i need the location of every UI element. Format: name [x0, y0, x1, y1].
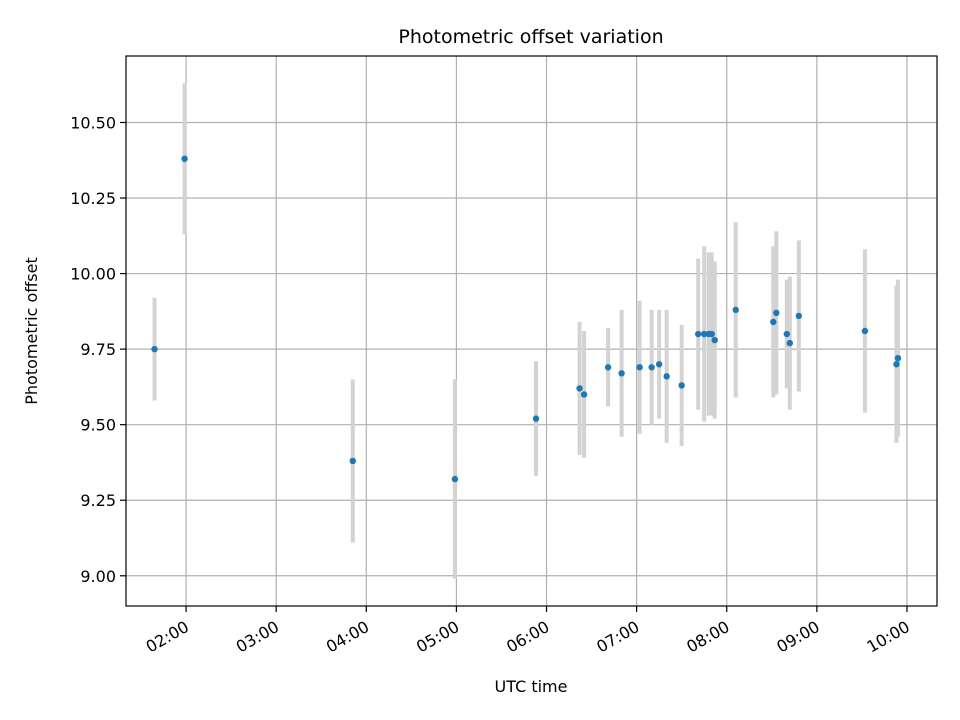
data-point	[695, 330, 702, 338]
y-tick-label: 10.50	[70, 113, 116, 132]
data-point	[893, 361, 900, 368]
data-point	[532, 415, 540, 422]
data-point	[580, 391, 588, 398]
y-tick-label: 9.75	[80, 340, 116, 359]
data-point	[786, 339, 794, 347]
data-point	[648, 364, 655, 371]
data-point	[783, 330, 791, 338]
y-tick-label: 10.25	[70, 189, 116, 208]
y-tick-label: 9.25	[80, 491, 116, 510]
data-point	[618, 370, 625, 377]
data-point	[861, 327, 869, 335]
chart-title: Photometric offset variation	[398, 26, 663, 48]
data-point	[795, 312, 803, 320]
data-point	[663, 373, 670, 380]
data-points	[151, 155, 902, 483]
data-point	[576, 385, 583, 392]
y-tick-label: 9.50	[80, 416, 116, 435]
data-point	[655, 361, 663, 368]
data-point	[181, 155, 188, 162]
x-axis-label: UTC time	[495, 677, 568, 696]
data-point	[708, 330, 715, 338]
data-point	[773, 309, 780, 317]
y-axis-label: Photometric offset	[22, 257, 41, 405]
data-point	[711, 336, 718, 344]
data-point	[701, 330, 708, 338]
data-point	[151, 345, 158, 353]
y-tick-label: 9.00	[80, 567, 116, 586]
grid-lines	[126, 56, 937, 606]
data-point	[678, 382, 685, 389]
data-point	[732, 306, 739, 314]
y-axis-ticks: 9.00 9.25 9.50 9.75 10.00 10.25 10.50	[70, 113, 126, 586]
y-tick-label: 10.00	[70, 265, 116, 284]
data-point	[451, 475, 459, 483]
plot-frame	[125, 55, 938, 607]
data-point	[636, 364, 643, 371]
data-point	[770, 318, 777, 326]
data-point	[349, 457, 356, 465]
data-point	[604, 364, 612, 371]
data-point	[894, 354, 902, 362]
